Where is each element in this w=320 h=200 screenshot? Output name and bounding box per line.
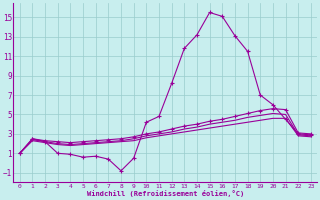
X-axis label: Windchill (Refroidissement éolien,°C): Windchill (Refroidissement éolien,°C) xyxy=(87,190,244,197)
